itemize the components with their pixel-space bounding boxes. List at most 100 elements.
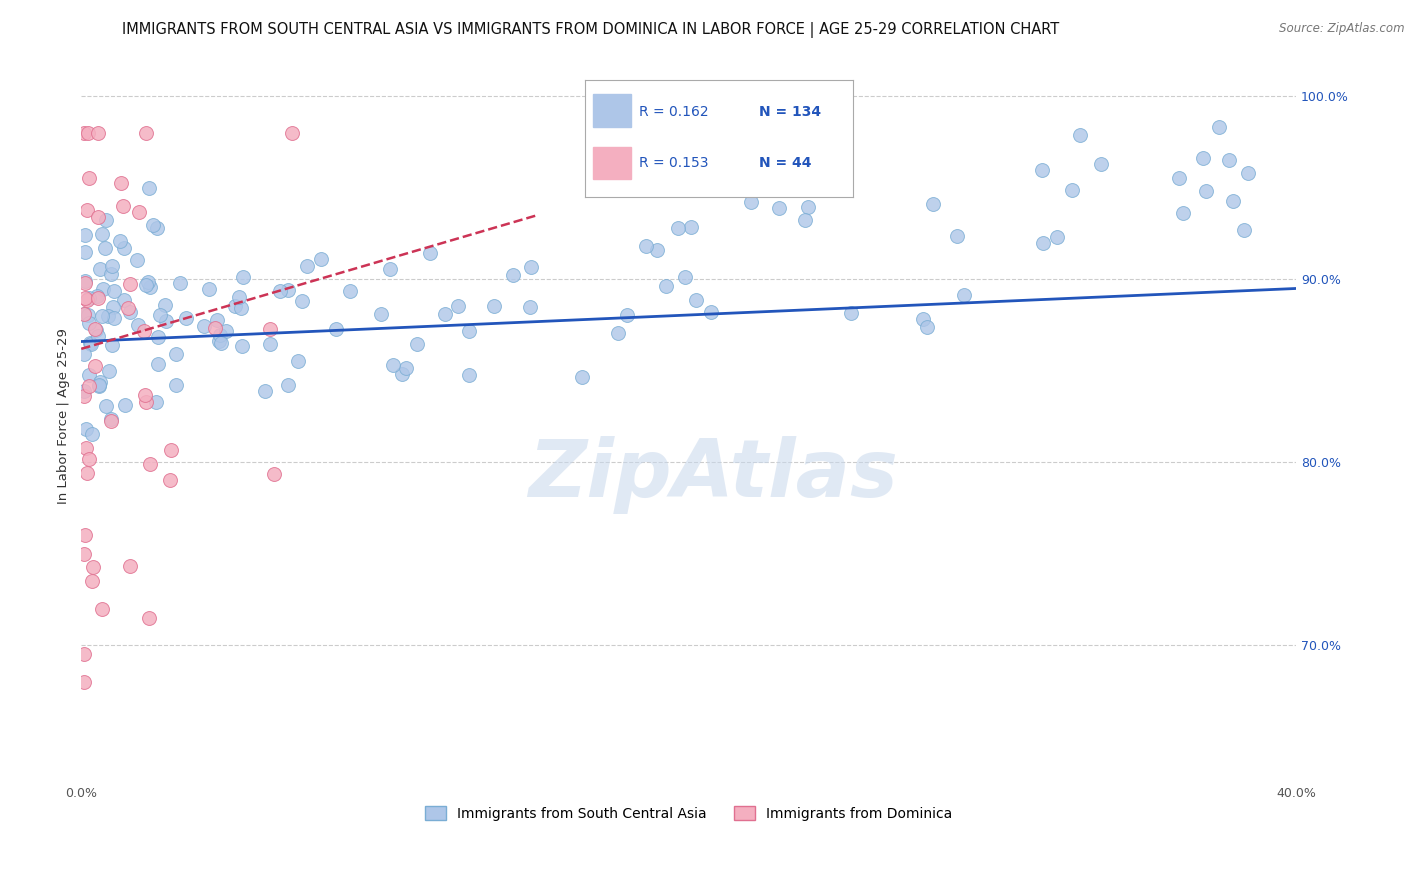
- Point: [75, 274, 97, 288]
- Point: [77, 316, 100, 330]
- Point: [110, 176, 132, 190]
- Point: [103, 300, 125, 314]
- Point: [502, 268, 524, 282]
- Point: [1218, 153, 1240, 168]
- Point: [231, 301, 253, 315]
- Point: [820, 128, 842, 142]
- Point: [232, 270, 254, 285]
- Point: [291, 293, 314, 308]
- Point: [103, 284, 125, 298]
- Point: [73, 384, 96, 398]
- Point: [73, 307, 96, 321]
- Point: [96, 213, 118, 227]
- Point: [87, 328, 110, 343]
- Point: [90, 310, 112, 324]
- Point: [73, 307, 96, 321]
- Point: [100, 411, 122, 425]
- Point: [91, 601, 114, 615]
- Point: [1237, 166, 1260, 180]
- Point: [740, 195, 762, 210]
- Point: [645, 243, 668, 257]
- Point: [1233, 222, 1256, 236]
- Point: [263, 467, 285, 482]
- Point: [73, 528, 96, 542]
- Point: [87, 291, 110, 305]
- Point: [135, 126, 157, 140]
- Point: [135, 277, 157, 292]
- Point: [112, 241, 135, 255]
- Point: [915, 320, 938, 334]
- Point: [120, 558, 142, 573]
- Point: [82, 560, 104, 574]
- Point: [447, 299, 470, 313]
- Point: [112, 293, 135, 308]
- Point: [142, 218, 165, 232]
- Point: [89, 379, 111, 393]
- Point: [482, 299, 505, 313]
- Point: [98, 364, 121, 378]
- Point: [100, 413, 122, 427]
- Point: [309, 252, 332, 267]
- Y-axis label: In Labor Force | Age 25-29: In Labor Force | Age 25-29: [58, 328, 70, 505]
- Point: [146, 357, 169, 371]
- Point: [118, 305, 141, 319]
- Point: [73, 126, 96, 140]
- Point: [146, 330, 169, 344]
- Point: [100, 267, 122, 281]
- Point: [1031, 162, 1053, 177]
- Point: [1208, 120, 1230, 134]
- Point: [193, 318, 215, 333]
- Point: [457, 324, 479, 338]
- Point: [76, 126, 98, 140]
- Point: [378, 262, 401, 277]
- Point: [1031, 236, 1053, 251]
- Point: [80, 427, 103, 442]
- Text: IMMIGRANTS FROM SOUTH CENTRAL ASIA VS IMMIGRANTS FROM DOMINICA IN LABOR FORCE | : IMMIGRANTS FROM SOUTH CENTRAL ASIA VS IM…: [122, 22, 1059, 38]
- Point: [127, 252, 149, 267]
- Point: [1167, 171, 1189, 186]
- Point: [117, 301, 139, 315]
- Point: [655, 279, 678, 293]
- Point: [73, 347, 96, 361]
- Point: [97, 309, 120, 323]
- Point: [127, 318, 149, 332]
- Point: [839, 305, 862, 319]
- Point: [138, 181, 160, 195]
- Point: [204, 321, 226, 335]
- Point: [1194, 184, 1216, 198]
- Point: [101, 338, 124, 352]
- Point: [174, 311, 197, 326]
- Point: [287, 354, 309, 368]
- Point: [159, 443, 181, 458]
- Point: [207, 313, 229, 327]
- Point: [134, 324, 156, 338]
- Point: [91, 282, 114, 296]
- Point: [159, 474, 181, 488]
- Point: [700, 305, 723, 319]
- Point: [82, 574, 104, 588]
- Point: [768, 201, 790, 215]
- Point: [1192, 152, 1215, 166]
- Point: [259, 322, 281, 336]
- Point: [76, 466, 98, 480]
- Point: [134, 388, 156, 402]
- Point: [155, 314, 177, 328]
- Point: [797, 200, 820, 214]
- Point: [77, 291, 100, 305]
- Point: [634, 239, 657, 253]
- Point: [945, 228, 967, 243]
- Point: [77, 170, 100, 185]
- Point: [1222, 194, 1244, 209]
- Point: [75, 276, 97, 290]
- Point: [87, 378, 110, 392]
- Point: [84, 323, 107, 337]
- Point: [135, 394, 157, 409]
- Point: [86, 289, 108, 303]
- Point: [434, 307, 457, 321]
- Point: [666, 220, 689, 235]
- Point: [952, 288, 974, 302]
- Point: [75, 422, 97, 436]
- Point: [94, 399, 117, 413]
- Point: [616, 308, 638, 322]
- Point: [83, 322, 105, 336]
